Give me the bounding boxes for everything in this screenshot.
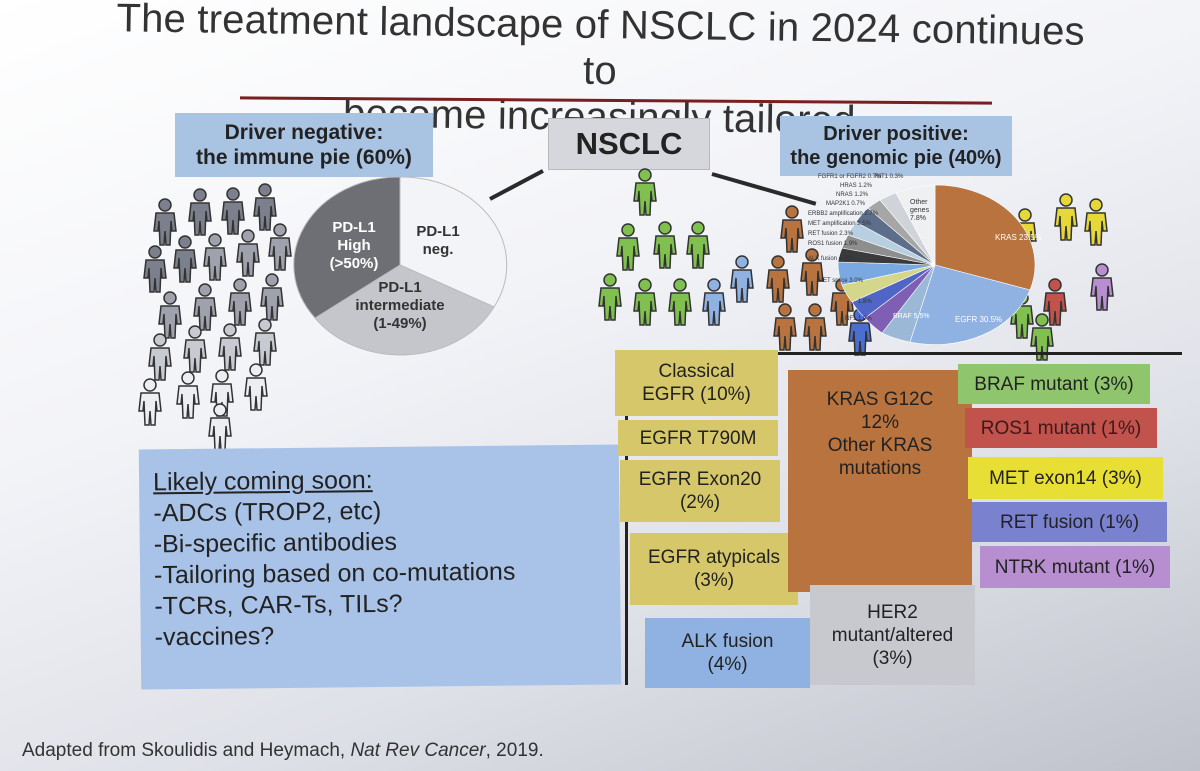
egfr-pie-label: EGFR 30.5% — [955, 315, 1002, 324]
pie-label-fgfr: FGFR1 or FGFR2 0.7% — [818, 174, 882, 180]
nsclc-label: NSCLC — [548, 118, 710, 170]
pie-label-map2k1: MAP2K1 0.7% — [826, 201, 866, 207]
egfr-t790m-box: EGFR T790M — [618, 420, 778, 456]
classical-egfr-box: Classical EGFR (10%) — [615, 350, 778, 416]
pdl1-neg-line-1: PD-L1 — [416, 223, 459, 240]
pie-label-nras: NRAS 1.2% — [836, 192, 869, 198]
citation-journal: Nat Rev Cancer — [350, 740, 486, 761]
egfr-exon20-line-2: (2%) — [679, 492, 721, 513]
likely-coming-soon-box: Likely coming soon: -ADCs (TROP2, etc) -… — [138, 444, 622, 690]
egfr-exon20-line-1: EGFR Exon20 — [638, 469, 762, 490]
pdl1-intermediate-line-2: intermediate — [355, 297, 444, 314]
kras-line-4: mutations — [838, 458, 922, 479]
likely-item: -vaccines? — [154, 622, 275, 652]
her2-line-2: mutant/altered — [831, 624, 954, 646]
pie-label-nf1: NF1 1.9% — [845, 316, 872, 322]
likely-item: -TCRs, CAR-Ts, TILs? — [154, 589, 403, 621]
pie-label-ros1: ROS1 fusion 1.9% — [808, 241, 858, 247]
pie-label-hras: HRAS 1.2% — [840, 183, 873, 189]
alk-fusion-line-1: ALK fusion — [681, 631, 774, 652]
other-genes-line-2: genes — [910, 207, 930, 214]
pie-slice-other-genes — [895, 184, 936, 266]
egfr-atypicals-box: EGFR atypicals (3%) — [630, 533, 798, 605]
kras-line-1: KRAS G12C — [826, 389, 934, 410]
citation-suffix: , 2019. — [485, 740, 544, 761]
braf-pie-label: BRAF 5.5% — [893, 313, 930, 320]
citation-footer: Adapted from Skoulidis and Heymach, Nat … — [22, 740, 544, 762]
genomic-pie-labels: KRAS 23.5% EGFR 30.5% BRAF 5.5% Other ge… — [808, 174, 1042, 324]
met-label: MET exon14 (3%) — [989, 467, 1142, 489]
immune-people-crowd — [138, 183, 292, 451]
ros1-label: ROS1 mutant (1%) — [980, 417, 1142, 439]
driver-negative-header-line-1: Driver negative: — [224, 121, 384, 144]
alk-fusion-box: ALK fusion (4%) — [645, 618, 810, 688]
kras-box: KRAS G12C 12% Other KRAS mutations — [788, 370, 972, 592]
pdl1-high-line-1: PD-L1 — [332, 219, 375, 236]
egfr-atypicals-line-2: (3%) — [693, 570, 735, 591]
met-box: MET exon14 (3%) — [968, 457, 1163, 499]
classical-egfr-line-1: Classical — [658, 361, 735, 382]
pdl1-neg-line-2: neg. — [423, 241, 454, 258]
kras-line-2: 12% — [860, 412, 900, 433]
kras-pie-label: KRAS 23.5% — [995, 233, 1042, 242]
other-genes-line-1: Other — [910, 199, 928, 206]
pie-label-ret: RET fusion 2.3% — [808, 231, 854, 237]
pie-slice-egfr — [909, 264, 1031, 345]
likely-item: -Bi-specific antibodies — [153, 527, 398, 559]
pdl1-intermediate-line-1: PD-L1 — [378, 279, 421, 296]
pie-label-misc: 1.8% — [858, 299, 872, 305]
driver-positive-header: Driver positive: the genomic pie (40%) — [780, 116, 1012, 176]
driver-negative-header-line-2: the immune pie (60%) — [196, 146, 412, 169]
her2-line-3: (3%) — [872, 647, 913, 669]
likely-item: -Tailoring based on co-mutations — [153, 557, 516, 590]
citation-prefix: Adapted from Skoulidis and Heymach, — [22, 740, 351, 761]
pdl1-high-line-2: High — [337, 237, 370, 254]
her2-line-1: HER2 — [867, 601, 918, 623]
pie-label-met-splice: MET splice 3.0% — [818, 278, 864, 284]
alk-fusion-line-2: (4%) — [707, 654, 748, 675]
pie-label-met-amp: MET amplification 2.5% — [808, 221, 872, 227]
her2-box: HER2 mutant/altered (3%) — [810, 585, 975, 685]
egfr-exon20-box: EGFR Exon20 (2%) — [620, 460, 780, 522]
likely-item: -ADCs (TROP2, etc) — [153, 496, 382, 528]
other-genes-line-3: 7.8% — [910, 215, 926, 222]
likely-heading: Likely coming soon: — [152, 466, 373, 497]
kras-line-3: Other KRAS — [827, 435, 933, 456]
pdl1-intermediate-line-3: (1-49%) — [373, 315, 426, 332]
ntrk-label: NTRK mutant (1%) — [994, 556, 1156, 578]
egfr-atypicals-line-1: EGFR atypicals — [648, 547, 780, 568]
driver-positive-header-line-1: Driver positive: — [823, 123, 969, 145]
egfr-t790m-label: EGFR T790M — [639, 427, 757, 449]
pie-slice-pdl1-neg — [399, 176, 508, 308]
pie-slice-pdl1-high — [293, 176, 401, 319]
pie-label-alk: ALK fusion 4.4% — [808, 256, 853, 262]
driver-positive-header-line-2: the genomic pie (40%) — [790, 147, 1002, 169]
pie-slice-pdl1-intermediate — [314, 264, 495, 356]
pie-slice-kras — [934, 184, 1036, 291]
braf-label: BRAF mutant (3%) — [974, 373, 1134, 395]
ret-label: RET fusion (1%) — [999, 511, 1140, 533]
ros1-box: ROS1 mutant (1%) — [965, 408, 1157, 448]
immune-pie: PD-L1 High (>50%) PD-L1 neg. PD-L1 inter… — [293, 176, 508, 356]
pdl1-high-line-3: (>50%) — [330, 255, 379, 272]
pie-label-erbb2: ERBB2 amplification 2.7% — [808, 211, 879, 217]
pie-label-rit1: RIT1 0.3% — [875, 174, 904, 180]
classical-egfr-line-2: EGFR (10%) — [642, 384, 751, 405]
ntrk-box: NTRK mutant (1%) — [980, 546, 1170, 588]
braf-box: BRAF mutant (3%) — [958, 364, 1150, 404]
ret-box: RET fusion (1%) — [972, 502, 1167, 542]
divider-horizontal — [622, 352, 1182, 355]
genomic-pie — [837, 184, 1036, 345]
driver-negative-header: Driver negative: the immune pie (60%) — [175, 113, 433, 177]
